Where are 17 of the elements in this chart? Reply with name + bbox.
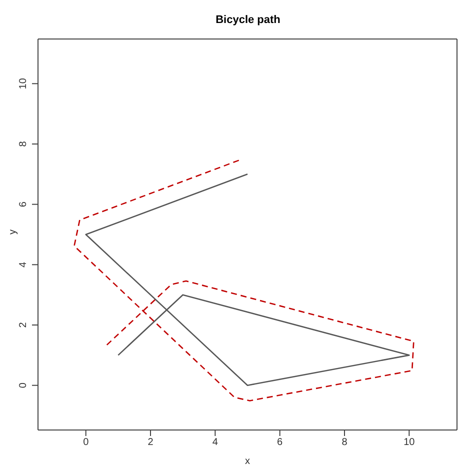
y-tick-label: 2 xyxy=(18,322,29,328)
x-axis-title: x xyxy=(245,456,250,467)
line-series xyxy=(74,158,414,402)
y-tick-label: 10 xyxy=(18,78,29,90)
y-tick-label: 8 xyxy=(18,140,29,147)
x-tick-label: 4 xyxy=(212,437,218,448)
x-tick-label: 2 xyxy=(148,437,154,448)
y-tick-label: 6 xyxy=(18,201,29,208)
x-tick-label: 10 xyxy=(404,437,416,448)
x-tick-label: 0 xyxy=(83,437,90,448)
x-tick-label: 8 xyxy=(342,437,348,448)
chart-title: Bicycle path xyxy=(214,14,282,26)
y-tick-label: 0 xyxy=(18,382,29,388)
line-series xyxy=(85,174,410,386)
y-axis-title: y xyxy=(8,230,19,234)
y-tick-label: 4 xyxy=(18,261,29,268)
x-tick-label: 6 xyxy=(277,437,284,448)
